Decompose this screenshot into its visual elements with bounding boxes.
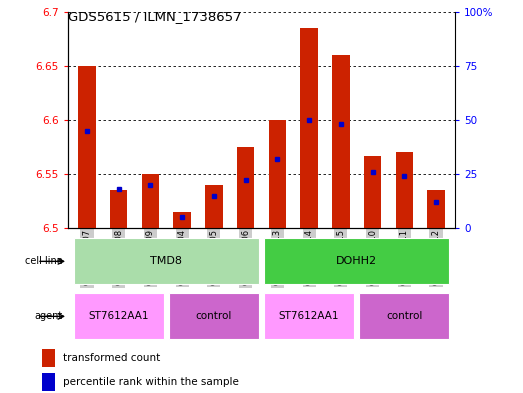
Bar xyxy=(395,152,413,228)
Bar xyxy=(364,156,381,228)
Bar xyxy=(74,293,164,339)
Text: control: control xyxy=(386,311,423,321)
Text: agent: agent xyxy=(35,311,63,321)
Bar xyxy=(42,349,55,367)
Bar xyxy=(78,66,96,228)
Text: TMD8: TMD8 xyxy=(150,256,183,266)
Bar xyxy=(264,238,449,284)
Bar xyxy=(42,373,55,391)
Bar xyxy=(269,120,286,228)
Text: ST7612AA1: ST7612AA1 xyxy=(279,311,339,321)
Text: DOHH2: DOHH2 xyxy=(336,256,377,266)
Bar xyxy=(427,190,445,228)
Text: cell line: cell line xyxy=(25,256,63,266)
Bar xyxy=(142,174,159,228)
Bar xyxy=(169,293,259,339)
Bar xyxy=(332,55,349,228)
Bar xyxy=(264,293,354,339)
Text: GDS5615 / ILMN_1738657: GDS5615 / ILMN_1738657 xyxy=(68,10,242,23)
Bar xyxy=(300,28,318,228)
Text: ST7612AA1: ST7612AA1 xyxy=(88,311,149,321)
Bar xyxy=(110,190,128,228)
Text: control: control xyxy=(196,311,232,321)
Text: transformed count: transformed count xyxy=(63,353,160,363)
Text: percentile rank within the sample: percentile rank within the sample xyxy=(63,376,238,387)
Bar xyxy=(237,147,254,228)
Bar xyxy=(74,238,259,284)
Bar xyxy=(205,185,223,228)
Bar xyxy=(359,293,449,339)
Bar xyxy=(174,212,191,228)
